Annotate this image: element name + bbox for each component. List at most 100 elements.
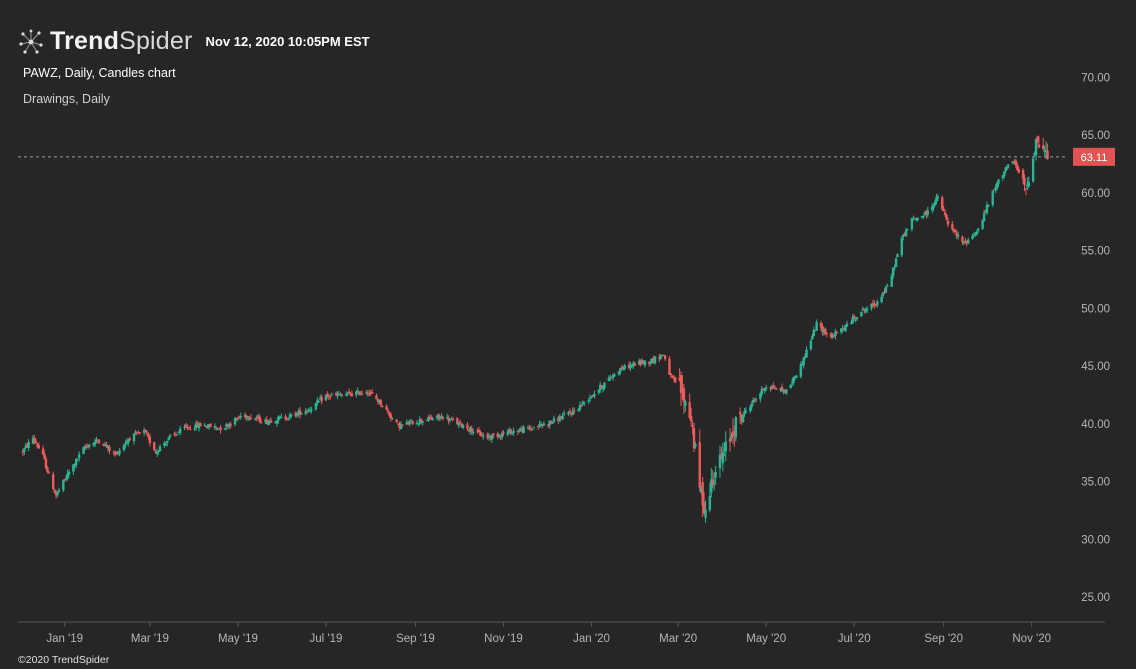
candle-body [733, 433, 736, 437]
candle-body [209, 423, 212, 427]
candle-body [418, 419, 421, 424]
candle-body [874, 304, 878, 306]
y-tick-label: 40.00 [1081, 419, 1110, 431]
candle-body [730, 435, 733, 439]
candle-body [692, 428, 696, 449]
candle-body [153, 442, 156, 451]
candle-body [254, 418, 257, 420]
candle-body [98, 441, 101, 443]
candle-body [702, 502, 706, 514]
candle-body [307, 409, 310, 411]
logo[interactable]: TrendSpider [18, 27, 193, 56]
candle-body [1044, 150, 1048, 152]
candle-body [158, 446, 162, 452]
candle-body [83, 446, 87, 449]
y-tick-label: 50.00 [1081, 303, 1110, 315]
candle-body [409, 420, 413, 422]
candle-body [88, 445, 91, 447]
candle-body [850, 323, 853, 325]
candle-body [661, 354, 664, 356]
candle-body [1004, 167, 1007, 171]
candle-body [893, 267, 896, 269]
candle-body [238, 416, 241, 418]
candle-body [294, 413, 297, 417]
candle-body [435, 415, 439, 419]
candle-body [552, 418, 556, 422]
candle-body [799, 364, 802, 377]
candle-body [662, 354, 665, 356]
candle-body [956, 235, 960, 237]
candle-body [863, 308, 866, 311]
candle-body [217, 428, 221, 430]
candle-body [815, 321, 818, 331]
candle-body [922, 215, 925, 217]
candle-body [168, 435, 172, 437]
candle-body [176, 434, 179, 436]
spider-network-icon [18, 29, 44, 55]
candle-body [54, 491, 58, 496]
candle-body [658, 357, 661, 359]
candle-body [197, 423, 201, 429]
candle-body [650, 358, 654, 364]
candle-body [1023, 177, 1026, 186]
candle-body [977, 228, 980, 231]
candle-body [314, 403, 318, 410]
candle-body [678, 377, 681, 381]
candle-body [935, 197, 938, 202]
candle-body [1036, 136, 1039, 143]
candle-body [174, 433, 178, 435]
candle-body [773, 387, 777, 389]
candle-body [124, 443, 127, 446]
candle-body [642, 360, 645, 365]
candle-body [31, 437, 35, 444]
candle-body [933, 201, 937, 206]
candle-body [720, 455, 723, 460]
candle-body [155, 450, 159, 454]
drawings-label[interactable]: Drawings, Daily [23, 92, 110, 106]
candle-body [587, 400, 590, 402]
candle-body [467, 429, 471, 431]
candle-body [627, 364, 631, 369]
candle-body [711, 479, 714, 485]
candle-body [785, 389, 788, 394]
candle-body [204, 425, 208, 428]
candle-body [368, 392, 371, 394]
candle-body [189, 428, 192, 430]
candle-body [259, 421, 263, 423]
candle-body [581, 401, 585, 405]
candle-body [265, 419, 268, 424]
candle-body [842, 328, 846, 330]
candle-body [539, 424, 543, 426]
candle-body [704, 509, 707, 518]
y-tick-label: 65.00 [1081, 130, 1110, 142]
candle-body [34, 441, 38, 444]
candle-body [243, 414, 247, 417]
candle-body [861, 308, 865, 311]
candle-body [500, 432, 504, 438]
candle-body [173, 433, 176, 435]
candle-body [376, 399, 380, 402]
candle-body [203, 425, 206, 427]
candle-body [633, 363, 637, 366]
candle-body [135, 432, 139, 434]
candle-body [47, 472, 51, 474]
candle-body [320, 396, 323, 402]
candle-body [936, 196, 940, 199]
candle-body [521, 428, 524, 432]
candle-body [118, 450, 121, 455]
candle-body [547, 424, 550, 426]
candle-body [601, 386, 605, 390]
candle-body [789, 384, 792, 389]
candle-body [904, 229, 908, 237]
candle-body [148, 436, 152, 444]
candle-body [385, 406, 388, 410]
candle-body [751, 400, 755, 403]
candle-body [881, 292, 885, 296]
candle-body [834, 331, 837, 337]
candle-body [486, 434, 489, 439]
x-tick-label: Mar '20 [659, 633, 697, 645]
candle-body [886, 285, 889, 287]
candle-body [356, 390, 359, 392]
candle-body [871, 303, 875, 306]
